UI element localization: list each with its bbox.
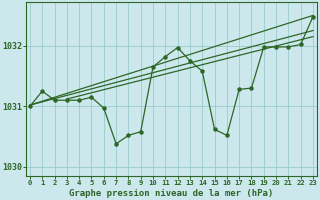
X-axis label: Graphe pression niveau de la mer (hPa): Graphe pression niveau de la mer (hPa) xyxy=(69,189,274,198)
